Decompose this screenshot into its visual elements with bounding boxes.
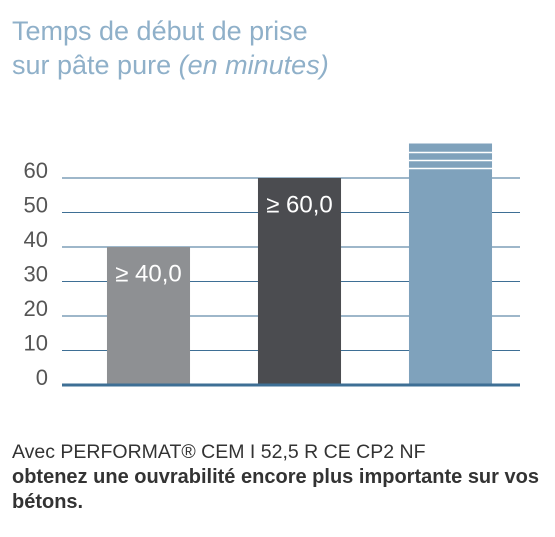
y-tick-label: 20: [24, 296, 48, 321]
chart: 0 10 20 30 40 50 60 ≥ 40,0 ≥ 60,0: [24, 143, 520, 390]
title-unit: (en minutes): [178, 50, 329, 80]
footer: Avec PERFORMAT® CEM I 52,5 R CE CP2 NF o…: [12, 440, 539, 515]
value-label: ≥ 40,0: [115, 260, 182, 287]
y-tick-label: 0: [36, 365, 48, 390]
y-tick-label: 30: [24, 261, 48, 286]
title-line: sur pâte pure (en minutes): [12, 48, 329, 82]
title-text: sur pâte pure: [12, 50, 172, 80]
footer-bold: obtenez une ouvrabilité encore plus impo…: [12, 466, 539, 513]
bar: [408, 143, 493, 384]
y-tick-label: 60: [24, 158, 48, 183]
bar: [257, 178, 342, 384]
y-tick-label: 10: [24, 330, 48, 355]
y-tick-label: 50: [24, 192, 48, 217]
y-tick-label: 40: [24, 227, 48, 252]
title: Temps de début de prise sur pâte pure (e…: [12, 14, 329, 82]
title-line: Temps de début de prise: [12, 16, 308, 46]
bar: [106, 247, 191, 384]
footer-line: Avec PERFORMAT® CEM I 52,5 R CE CP2 NF: [12, 441, 426, 463]
value-label: ≥ 60,0: [266, 191, 333, 218]
